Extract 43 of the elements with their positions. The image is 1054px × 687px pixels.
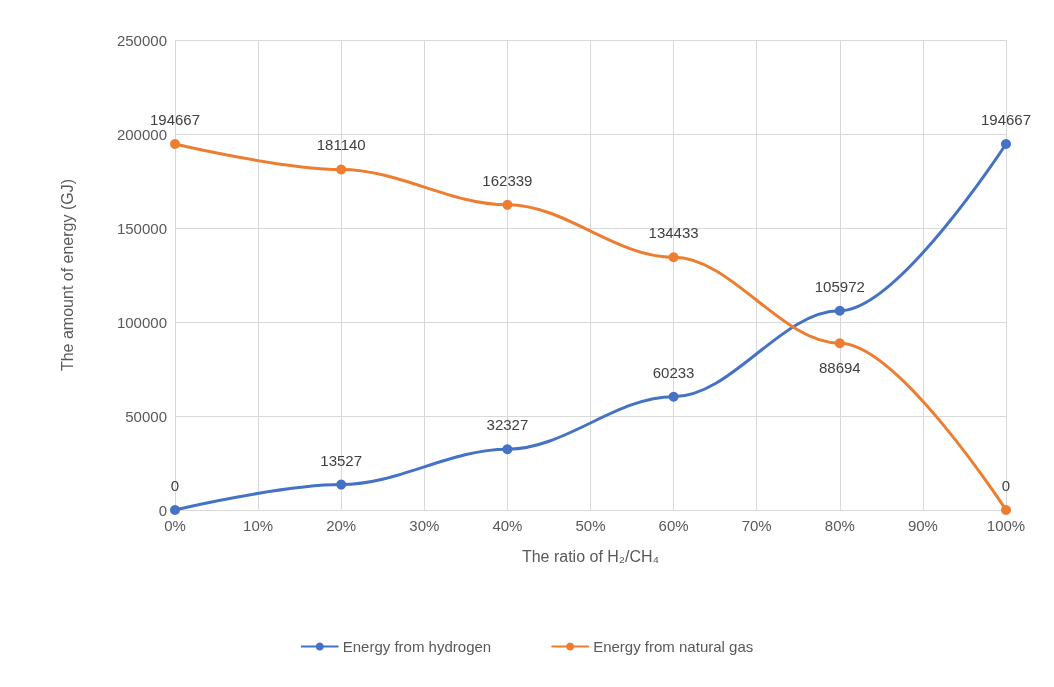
point [1001,505,1011,515]
legend-label: Energy from natural gas [593,638,754,655]
data-label: 88694 [818,359,861,377]
data-label: 60233 [652,363,695,381]
x-tick-label: 20% [326,517,357,534]
point [502,199,513,210]
point [668,391,679,402]
x-tick-label: 0% [164,517,186,534]
data-label: 105972 [814,277,865,295]
legend-label: Energy from hydrogen [342,638,492,655]
x-tick-label: 10% [243,517,274,534]
y-tick-label: 250000 [116,31,167,49]
y-tick-label: 0 [158,501,167,519]
data-label: 162339 [482,171,533,189]
point [502,444,513,455]
x-tick-label: 70% [741,517,772,534]
data-label: 0 [170,477,180,494]
x-tick-label: 100% [986,517,1026,534]
x-tick-label: 50% [575,517,606,534]
x-tick-label: 60% [658,517,689,534]
y-tick-label: 150000 [116,219,167,237]
data-label: 32327 [486,416,529,434]
x-tick-label: 30% [409,517,440,534]
point [834,305,845,316]
point [336,479,347,490]
x-tick-label: 90% [907,517,938,534]
x-axis-title: The ratio of H₂/CH₄ [521,547,660,565]
point [170,139,180,150]
x-tick-label: 40% [492,517,523,534]
point [170,505,180,515]
x-tick-label: 80% [824,517,855,534]
point [1001,139,1011,150]
point [834,338,845,349]
point [668,252,679,263]
data-label: 181140 [316,136,366,154]
y-tick-label: 100000 [116,313,167,331]
data-label: 0 [1001,477,1011,494]
data-label: 13527 [320,451,363,469]
data-label: 194667 [980,111,1032,129]
point [336,164,347,175]
y-axis-title: The amount of energy (GJ) [58,178,76,372]
data-label: 134433 [648,224,699,242]
y-tick-label: 50000 [125,407,167,425]
